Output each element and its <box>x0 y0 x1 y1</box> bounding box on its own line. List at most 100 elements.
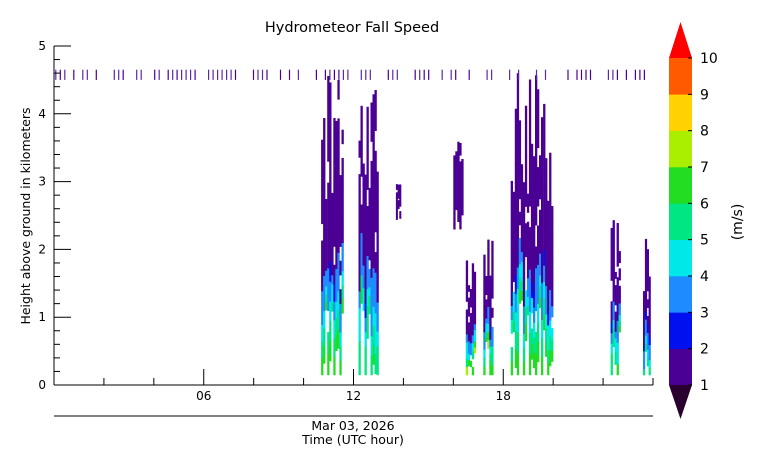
echo-cell <box>366 222 369 240</box>
echo-cell <box>469 301 473 308</box>
echo-cell <box>551 206 554 218</box>
echo-cell <box>358 174 361 192</box>
echo-cell <box>520 203 524 214</box>
echo-cell <box>362 299 365 311</box>
echo-cell <box>453 181 456 188</box>
echo-cell <box>337 252 340 273</box>
echo-cell <box>321 206 324 225</box>
echo-cell <box>465 342 469 351</box>
echo-cell <box>321 240 324 258</box>
echo-cell <box>453 155 456 162</box>
echo-cell <box>467 310 471 317</box>
echo-cell <box>459 143 462 150</box>
echo-cell <box>522 319 526 334</box>
echo-cell <box>337 310 340 330</box>
echo-cell <box>473 341 477 348</box>
echo-cell <box>643 356 646 364</box>
echo-cell <box>473 271 477 278</box>
echo-cell <box>535 353 538 376</box>
echo-cell <box>547 362 550 376</box>
echo-cell <box>323 240 326 259</box>
echo-cell <box>487 289 490 299</box>
echo-cell <box>335 153 338 171</box>
echo-cell <box>461 179 464 184</box>
echo-cell <box>323 170 326 189</box>
echo-cell <box>528 353 532 376</box>
echo-cell <box>551 228 554 240</box>
echo-cell <box>366 123 369 141</box>
echo-cell <box>362 186 365 198</box>
echo-cell <box>339 260 342 276</box>
echo-cell <box>376 200 379 216</box>
echo-cell <box>537 245 540 265</box>
echo-cell <box>612 301 615 311</box>
echo-cell <box>397 194 400 197</box>
echo-cell <box>339 217 342 233</box>
echo-cell <box>524 290 528 308</box>
echo-cell <box>333 136 336 155</box>
echo-cell <box>323 258 326 276</box>
echo-cell <box>648 306 651 315</box>
echo-cell <box>612 265 615 275</box>
echo-cell <box>339 232 342 247</box>
echo-cell <box>364 174 367 190</box>
echo-cell <box>483 340 486 350</box>
echo-cell <box>459 179 462 187</box>
echo-cell <box>545 299 548 315</box>
echo-cell <box>520 193 524 204</box>
echo-cell <box>374 353 377 375</box>
echo-cell <box>469 360 473 368</box>
echo-cell <box>473 347 477 354</box>
echo-cell <box>610 311 613 323</box>
echo-cell <box>543 103 546 121</box>
echo-cell <box>473 277 477 284</box>
echo-cell <box>543 249 546 266</box>
echo-cell <box>331 293 334 303</box>
echo-cell <box>514 238 518 258</box>
echo-cell <box>489 339 492 347</box>
echo-cell <box>370 160 373 181</box>
echo-cell <box>368 214 371 225</box>
echo-cell <box>537 108 540 129</box>
echo-cell <box>372 171 375 192</box>
echo-cell <box>489 332 492 340</box>
echo-cell <box>526 193 530 204</box>
echo-cell <box>368 241 371 252</box>
echo-cell <box>467 322 471 329</box>
echo-cell <box>327 289 330 312</box>
echo-cell <box>473 318 477 325</box>
echo-cell <box>337 175 340 196</box>
echo-cell <box>323 188 326 206</box>
echo-cell <box>491 365 494 376</box>
noise-streak <box>194 69 196 80</box>
echo-cell <box>528 248 532 270</box>
echo-cell <box>614 338 617 345</box>
echo-cell <box>395 214 398 218</box>
echo-cell <box>545 271 548 286</box>
echo-cell <box>471 279 475 288</box>
echo-cell <box>643 291 646 298</box>
colorbar-tick-label: 9 <box>700 87 709 103</box>
echo-cell <box>341 186 344 201</box>
echo-cell <box>360 204 363 219</box>
noise-streak <box>338 69 340 80</box>
echo-cell <box>333 319 336 339</box>
echo-cell <box>395 192 398 196</box>
x-axis-label: Time (UTC hour) <box>301 432 404 447</box>
echo-cell <box>331 220 334 230</box>
noise-streak <box>226 69 228 80</box>
echo-cell <box>459 204 462 211</box>
echo-cell <box>644 295 648 304</box>
echo-cell <box>612 283 615 293</box>
echo-cell <box>648 299 651 308</box>
echo-cell <box>614 351 617 359</box>
noise-streak <box>221 69 223 80</box>
echo-cell <box>530 190 534 206</box>
echo-cell <box>339 303 342 319</box>
echo-cell <box>457 153 460 160</box>
echo-cell <box>522 347 526 362</box>
echo-cell <box>539 242 542 254</box>
echo-cell <box>376 229 379 245</box>
echo-cell <box>325 206 328 216</box>
echo-cell <box>487 273 490 282</box>
